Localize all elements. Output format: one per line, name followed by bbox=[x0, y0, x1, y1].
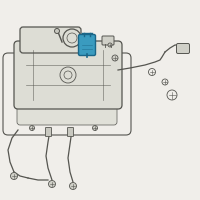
Circle shape bbox=[92, 126, 98, 130]
Circle shape bbox=[112, 55, 118, 61]
Circle shape bbox=[10, 172, 18, 180]
Circle shape bbox=[108, 43, 112, 47]
Circle shape bbox=[70, 182, 76, 190]
FancyBboxPatch shape bbox=[102, 36, 114, 45]
FancyBboxPatch shape bbox=[177, 44, 190, 53]
Circle shape bbox=[48, 180, 56, 188]
Circle shape bbox=[54, 28, 60, 33]
Circle shape bbox=[30, 126, 35, 130]
Circle shape bbox=[64, 71, 72, 79]
FancyBboxPatch shape bbox=[17, 63, 117, 125]
FancyBboxPatch shape bbox=[20, 27, 81, 53]
FancyBboxPatch shape bbox=[68, 128, 74, 136]
FancyBboxPatch shape bbox=[78, 34, 96, 55]
FancyBboxPatch shape bbox=[46, 128, 52, 136]
FancyBboxPatch shape bbox=[14, 41, 122, 109]
